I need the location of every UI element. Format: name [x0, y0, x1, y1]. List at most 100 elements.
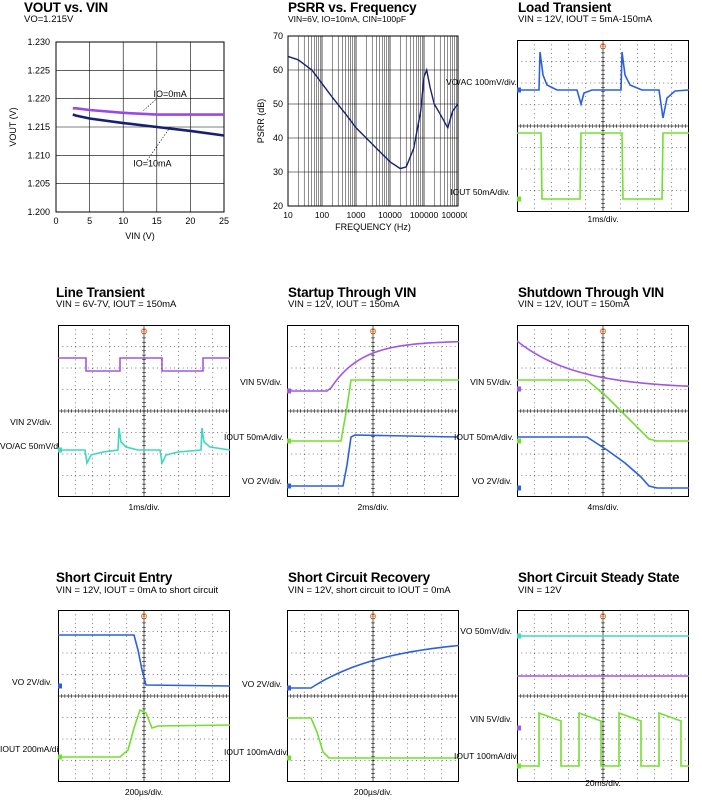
x-axis-label: VIN (V) [125, 231, 155, 241]
sc-entry-scope: ⊕ [58, 610, 230, 782]
x-tick-label: 25 [219, 216, 229, 226]
sc-entry-timebase: 200µs/div. [124, 787, 164, 797]
vin-trace [287, 340, 459, 392]
ch-marker-vo [517, 633, 521, 639]
plot-frame [287, 35, 459, 207]
y-tick-label: 40 [273, 133, 283, 143]
ch-marker-iout [517, 438, 521, 444]
trigger-marker: ⊕ [369, 326, 377, 336]
vo-trace [517, 51, 689, 119]
sc-recovery-vo-label: VO 2V/div. [242, 679, 282, 689]
iout-trace [287, 379, 459, 442]
series-line-1 [72, 113, 225, 137]
shutdown-subtitle: VIN = 12V, IOUT = 150mA [518, 299, 630, 310]
iout-trace [287, 717, 459, 759]
trigger-marker: ⊕ [599, 611, 607, 621]
line-vo-label: VO/AC 50mV/div. [0, 441, 66, 451]
load-transient-scope: ⊕ [517, 40, 689, 212]
vout-chart-subtitle: VO=1.215V [24, 14, 74, 25]
ch-marker-vin [517, 386, 521, 392]
line-transient-title: Line Transient [56, 285, 145, 300]
load-transient-title: Load Transient [518, 0, 612, 15]
sc-steady-vo-label: VO 50mV/div. [460, 626, 512, 636]
y-tick-label: 70 [273, 31, 283, 41]
shutdown-vo-label: VO 2V/div. [472, 476, 512, 486]
vo-trace [517, 436, 689, 489]
ch-marker-vin [287, 388, 291, 394]
y-tick-label: 1.230 [27, 37, 50, 47]
iout-trace [517, 711, 689, 767]
y-tick-label: 1.200 [27, 207, 50, 217]
startup-subtitle: VIN = 12V, IOUT = 150mA [288, 299, 400, 310]
sc-entry-vo-label: VO 2V/div. [12, 677, 52, 687]
y-tick-label: 1.220 [27, 94, 50, 104]
sc-steady-iout-label: IOUT 100mA/div. [454, 751, 519, 761]
load-timebase: 1ms/div. [587, 214, 619, 224]
sc-steady-timebase: 20ms/div. [585, 778, 621, 788]
ch-marker-vo [287, 685, 291, 691]
startup-vin-label: VIN 5V/div. [240, 377, 282, 387]
annotation-io10: IO=10mA [133, 159, 171, 169]
x-tick-label: 0 [53, 216, 58, 226]
shutdown-scope: ⊕ [517, 325, 689, 497]
iout-trace [58, 708, 230, 758]
x-tick-label: 10 [118, 216, 128, 226]
y-tick-label: 20 [273, 201, 283, 211]
sc-recovery-subtitle: VIN = 12V, short circuit to IOUT = 0mA [288, 585, 451, 596]
trigger-marker: ⊕ [599, 41, 607, 51]
load-iout-label: IOUT 50mA/div. [450, 187, 510, 197]
startup-scope: ⊕ [287, 325, 459, 497]
line-timebase: 1ms/div. [128, 502, 160, 512]
y-tick-label: 60 [273, 65, 283, 75]
ch-marker-vin [517, 725, 521, 731]
vout-chart-title: VOUT vs. VIN [24, 0, 108, 15]
line-vin-label: VIN 2V/div. [10, 417, 52, 427]
line-transient-subtitle: VIN = 6V-7V, IOUT = 150mA [56, 299, 177, 310]
x-tick-label: 10000 [378, 210, 402, 220]
shutdown-timebase: 4ms/div. [587, 502, 619, 512]
y-axis-label: PSRR (dB) [256, 99, 266, 144]
trigger-marker: ⊕ [140, 611, 148, 621]
shutdown-vin-label: VIN 5V/div. [470, 377, 512, 387]
ch-marker-iout [287, 438, 291, 444]
psrr-chart-subtitle: VIN=6V, IO=10mA, CIN=100pF [288, 14, 407, 24]
ch-marker-vo [58, 683, 62, 689]
sc-recovery-scope: ⊕ [287, 610, 459, 782]
ch-marker-vo [58, 447, 62, 453]
startup-vo-label: VO 2V/div. [242, 476, 282, 486]
vo-trace [58, 427, 230, 466]
vo-trace [58, 634, 230, 687]
sc-recovery-title: Short Circuit Recovery [288, 570, 430, 585]
startup-timebase: 2ms/div. [357, 502, 389, 512]
y-tick-label: 30 [273, 167, 283, 177]
y-tick-label: 1.215 [27, 122, 50, 132]
vin-trace [58, 357, 230, 372]
vout-vs-vin-chart: 0 5 10 15 20 25 1.230 1.225 1.220 1.215 1.210 1.205… [8, 37, 229, 241]
iout-trace [517, 132, 689, 200]
annotation-leader [146, 126, 171, 162]
trigger-marker: ⊕ [599, 326, 607, 336]
y-tick-label: 1.210 [27, 150, 50, 160]
vin-trace [517, 340, 689, 388]
ch-marker-iout [287, 755, 291, 761]
sc-entry-iout-label: IOUT 200mA/div. [0, 744, 65, 754]
sc-entry-subtitle: VIN = 12V, IOUT = 0mA to short circuit [56, 585, 219, 596]
sc-steady-subtitle: VIN = 12V [518, 585, 562, 596]
psrr-series-line [287, 55, 459, 170]
startup-iout-label: IOUT 50mA/div. [224, 432, 284, 442]
x-tick-label: 1000 [347, 210, 366, 220]
ch-marker-iout [517, 763, 521, 769]
x-tick-label: 100000 [410, 210, 439, 220]
sc-recovery-iout-label: IOUT 100mA/div. [224, 747, 289, 757]
sc-entry-title: Short Circuit Entry [56, 570, 173, 585]
x-tick-label: 15 [152, 216, 162, 226]
vo-trace [287, 644, 459, 689]
ch-marker-iout [58, 754, 62, 760]
psrr-chart-title: PSRR vs. Frequency [288, 0, 417, 15]
trigger-marker: ⊕ [369, 611, 377, 621]
sc-steady-title: Short Circuit Steady State [518, 570, 680, 585]
shutdown-iout-label: IOUT 50mA/div. [454, 432, 514, 442]
psrr-vs-frequency-chart: 10 100 1000 10000 1000001000000 70 60 50 40 30 20 F… [256, 31, 467, 232]
ch-marker-vo [517, 87, 521, 93]
iout-trace [517, 379, 689, 442]
